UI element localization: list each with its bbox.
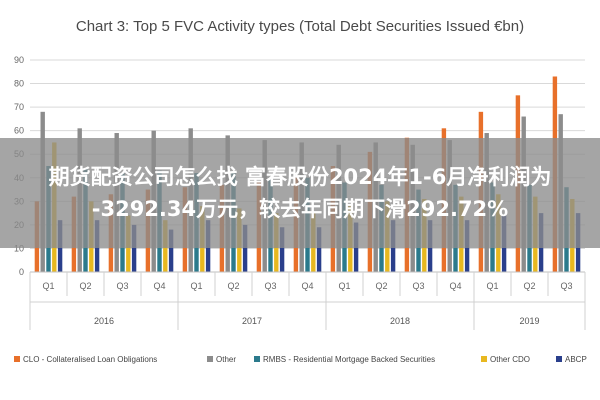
group-label: 2018 bbox=[390, 316, 410, 326]
legend: CLO - Collateralised Loan Obligations Oth… bbox=[14, 355, 587, 364]
y-tick-label: 70 bbox=[14, 102, 24, 112]
x-tick-label: Q3 bbox=[264, 281, 276, 291]
legend-swatch bbox=[207, 356, 213, 362]
legend-label: Other bbox=[216, 355, 236, 364]
x-tick-label: Q3 bbox=[412, 281, 424, 291]
chart-title: Chart 3: Top 5 FVC Activity types (Total… bbox=[76, 18, 524, 35]
bar bbox=[279, 227, 285, 272]
bar bbox=[131, 224, 137, 272]
x-tick-label: Q4 bbox=[449, 281, 461, 291]
y-tick-label: 80 bbox=[14, 79, 24, 89]
bar bbox=[316, 227, 322, 272]
legend-label: ABCP bbox=[565, 355, 587, 364]
x-tick-label: Q3 bbox=[560, 281, 572, 291]
legend-swatch bbox=[481, 356, 487, 362]
y-tick-label: 60 bbox=[14, 126, 24, 136]
x-tick-label: Q2 bbox=[79, 281, 91, 291]
legend-label: RMBS - Residential Mortgage Backed Secur… bbox=[263, 355, 435, 364]
group-label: 2016 bbox=[94, 316, 114, 326]
x-tick-label: Q3 bbox=[116, 281, 128, 291]
group-label: 2017 bbox=[242, 316, 262, 326]
x-tick-label: Q2 bbox=[375, 281, 387, 291]
y-tick-label: 90 bbox=[14, 55, 24, 65]
x-tick-label: Q4 bbox=[301, 281, 313, 291]
x-tick-label: Q1 bbox=[486, 281, 498, 291]
x-tick-label: Q2 bbox=[227, 281, 239, 291]
headline-overlay: 期货配资公司怎么找 富春股份2024年1-6月净利润为 -3292.34万元，较… bbox=[0, 138, 600, 248]
x-tick-label: Q4 bbox=[153, 281, 165, 291]
y-tick-label: 10 bbox=[14, 243, 24, 253]
group-label: 2019 bbox=[519, 316, 539, 326]
x-tick-label: Q1 bbox=[338, 281, 350, 291]
x-tick-label: Q2 bbox=[523, 281, 535, 291]
legend-swatch bbox=[254, 356, 260, 362]
legend-swatch bbox=[14, 356, 20, 362]
legend-label: CLO - Collateralised Loan Obligations bbox=[23, 355, 157, 364]
x-axis: Q1 Q2 Q3 Q4 Q1 Q2 Q3 Q4 Q1 Q2 Q3 Q4 Q1 Q2 Q3 2016 2017 20… bbox=[29, 271, 586, 330]
bar bbox=[168, 229, 174, 272]
x-tick-label: Q1 bbox=[42, 281, 54, 291]
bar bbox=[242, 224, 248, 272]
legend-label: Other CDO bbox=[490, 355, 530, 364]
headline-line-2: -3292.34万元，较去年同期下滑292.72% bbox=[91, 197, 509, 221]
x-tick-label: Q1 bbox=[190, 281, 202, 291]
headline-line-1: 期货配资公司怎么找 富春股份2024年1-6月净利润为 bbox=[48, 165, 552, 189]
legend-swatch bbox=[556, 356, 562, 362]
y-tick-label: 0 bbox=[19, 267, 24, 277]
